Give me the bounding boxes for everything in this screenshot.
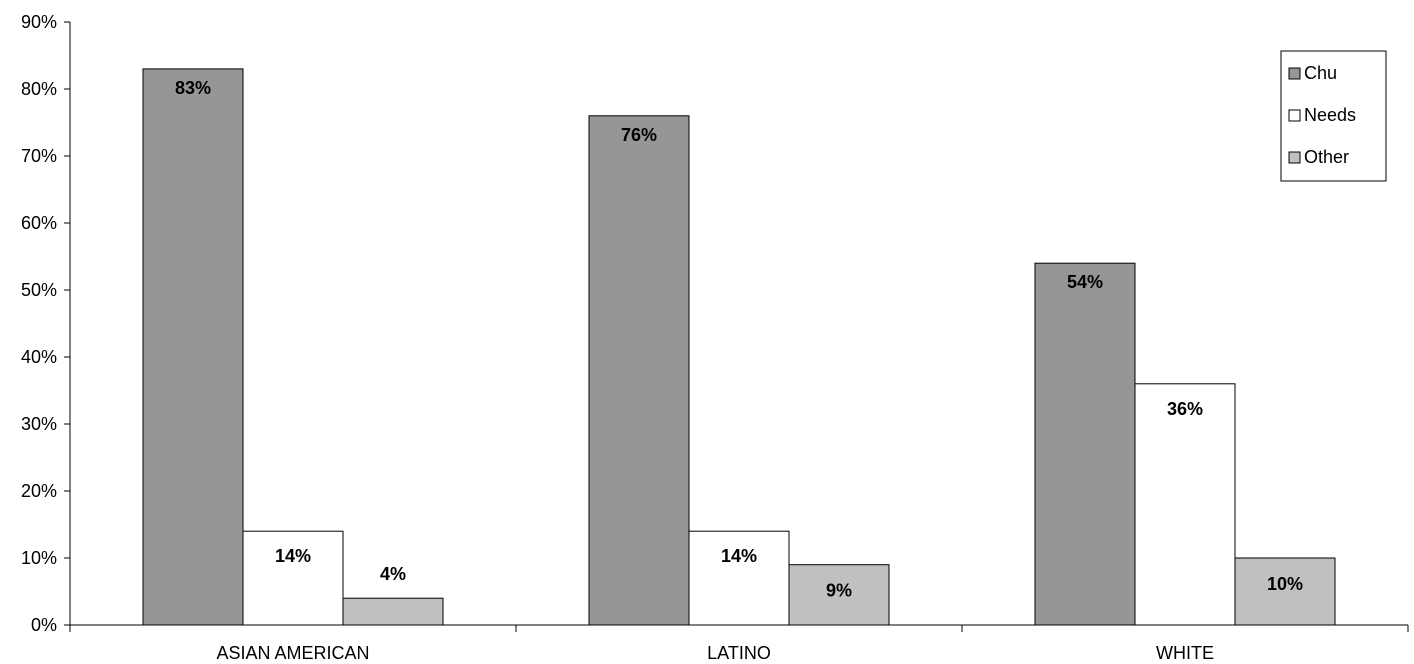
legend-swatch-other: [1288, 151, 1301, 164]
y-tick-label-0: 0%: [31, 615, 57, 635]
y-tick-label-60: 60%: [21, 213, 57, 233]
bar-needs-asian-american: [242, 530, 344, 626]
bar-chu-white: [1034, 262, 1136, 626]
legend-label-other: Other: [1304, 147, 1349, 167]
y-tick-label-40: 40%: [21, 347, 57, 367]
bar-chu-asian-american: [142, 68, 244, 626]
bar-other-latino: [788, 564, 890, 626]
legend-label-needs: Needs: [1304, 105, 1356, 125]
data-label-chu-latino: 76%: [621, 125, 657, 145]
data-label-chu-asian-american: 83%: [175, 78, 211, 98]
bar-needs-white: [1134, 383, 1236, 626]
x-tick-label-asian-american: ASIAN AMERICAN: [216, 643, 369, 663]
bars-layer: [142, 68, 1336, 626]
data-label-other-asian-american: 4%: [380, 564, 406, 584]
data-label-needs-latino: 14%: [721, 546, 757, 566]
y-tick-label-90: 90%: [21, 12, 57, 32]
data-label-chu-white: 54%: [1067, 272, 1103, 292]
y-tick-label-20: 20%: [21, 481, 57, 501]
x-tick-label-white: WHITE: [1156, 643, 1214, 663]
legend: Chu Needs Other: [1280, 50, 1387, 182]
data-label-other-white: 10%: [1267, 574, 1303, 594]
data-labels-layer: 83% 14% 4% 76% 14% 9% 54% 36% 10%: [175, 78, 1303, 601]
y-tick-label-10: 10%: [21, 548, 57, 568]
y-tick-label-50: 50%: [21, 280, 57, 300]
legend-swatch-needs: [1288, 109, 1301, 122]
legend-swatch-chu: [1288, 67, 1301, 80]
y-tick-label-80: 80%: [21, 79, 57, 99]
y-tick-label-30: 30%: [21, 414, 57, 434]
axes-layer: ASIAN AMERICAN LATINO WHITE 0% 10% 20% 30% 40% 5…: [21, 12, 1409, 663]
legend-label-chu: Chu: [1304, 63, 1337, 83]
y-tick-label-70: 70%: [21, 146, 57, 166]
bar-chu-latino: [588, 115, 690, 626]
bar-other-asian-american: [342, 597, 444, 626]
bar-needs-latino: [688, 530, 790, 626]
bar-other-white: [1234, 557, 1336, 626]
x-tick-label-latino: LATINO: [707, 643, 771, 663]
data-label-other-latino: 9%: [826, 581, 852, 601]
data-label-needs-asian-american: 14%: [275, 546, 311, 566]
data-label-needs-white: 36%: [1167, 399, 1203, 419]
